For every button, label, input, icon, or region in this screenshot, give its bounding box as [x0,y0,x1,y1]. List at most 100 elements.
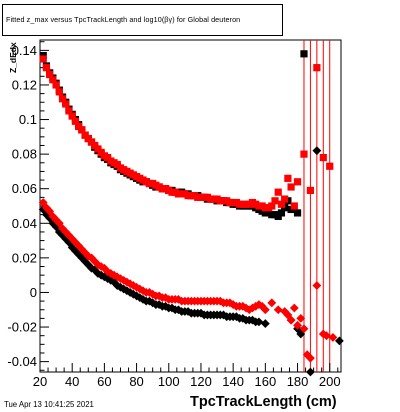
data-point-square [293,178,302,186]
data-point-diamond [138,286,148,296]
data-point-square [313,64,321,72]
data-point-square [287,183,295,191]
data-point-square [52,81,60,89]
data-point-square [284,174,292,182]
data-point-diamond [244,305,254,315]
data-point-diamond [106,269,116,278]
data-point-diamond [67,234,77,244]
data-point-diamond [334,336,344,346]
y-tick-label: -0.04 [7,354,37,369]
data-point-diamond [67,243,77,252]
x-tick-label: 40 [65,374,79,389]
x-tick-label: 200 [319,374,341,389]
data-point-diamond [312,281,322,290]
data-point-diamond [228,300,238,309]
data-point-square [78,126,86,134]
data-point-diamond [273,305,283,315]
data-point-square [71,117,80,125]
data-point-diamond [71,246,80,256]
data-point-square [293,209,302,217]
x-axis-label: TpcTrackLength (cm) [190,394,337,410]
data-point-square [326,162,334,170]
data-point-diamond [64,237,74,247]
y-tick-label: 0.02 [12,250,37,265]
x-tick-label: 160 [254,374,276,389]
y-tick-label: -0.02 [7,320,37,335]
x-tick-label: 80 [129,374,143,389]
data-point-square [306,186,315,195]
data-point-square [290,202,298,210]
timestamp: Tue Apr 13 10:41:25 2021 [4,400,94,409]
data-point-diamond [328,333,338,342]
data-point-diamond [138,294,148,304]
data-point-diamond [87,263,96,273]
data-point-diamond [87,253,96,263]
data-point-diamond [93,260,103,270]
title-box: Fitted z_max versus TpcTrackLength and l… [2,4,283,36]
x-tick-label: 60 [97,374,111,389]
data-point-square [62,100,70,108]
data-point-square [39,55,47,63]
data-point-square [277,209,286,217]
data-point-square [300,50,308,58]
y-tick-label: 0.1 [19,112,37,127]
data-point-diamond [135,284,145,294]
data-point-diamond [128,289,138,299]
data-point-diamond [154,300,164,309]
y-axis-label: Z_dEdx [8,42,18,73]
data-point-square [281,195,289,203]
data-point-square [271,197,279,205]
data-point-diamond [74,241,84,251]
data-point-diamond [99,263,109,273]
data-point-diamond [112,281,122,290]
data-point-diamond [267,298,277,308]
data-point-square [42,64,51,72]
data-point-diamond [322,331,331,341]
x-tick-label: 100 [158,374,180,389]
data-point-diamond [260,319,270,328]
data-point-square [274,188,282,196]
data-point-diamond [93,269,103,278]
data-point-diamond [219,310,228,320]
data-point-diamond [174,305,183,315]
data-point-diamond [51,215,61,225]
y-tick-label: 0.04 [12,216,37,231]
data-point-diamond [64,230,74,240]
data-point-square [49,76,57,84]
data-point-square [68,112,76,120]
data-point-square [58,95,67,103]
data-point-diamond [116,274,125,284]
data-point-diamond [183,307,193,316]
data-point-diamond [148,289,158,299]
x-tick-label: 120 [190,374,212,389]
data-point-diamond [161,301,170,311]
data-point-diamond [174,294,183,304]
data-point-square [65,107,73,115]
data-point-diamond [119,284,129,294]
x-tick-label: 140 [222,374,244,389]
data-point-diamond [306,353,315,363]
y-tick-label: 0 [30,285,37,300]
data-point-diamond [293,320,302,330]
x-tick-label: 180 [287,374,309,389]
data-point-square [319,153,327,162]
data-point-square [300,150,308,158]
data-point-diamond [312,146,322,156]
y-tick-label: 0.12 [12,77,37,92]
chart-title: Fitted z_max versus TpcTrackLength and l… [6,15,241,24]
data-point-square [46,70,54,79]
data-point-square [277,200,286,208]
data-point-diamond [231,312,241,322]
data-point-diamond [296,313,306,323]
data-point-diamond [71,237,80,247]
data-point-square [268,202,276,210]
data-point-diamond [103,274,113,284]
data-point-square [55,88,63,96]
data-point-diamond [125,279,135,289]
data-point-diamond [248,315,257,325]
y-tick-label: 0.06 [12,181,37,196]
data-point-diamond [299,324,309,334]
data-point-diamond [306,367,315,377]
data-point-diamond [286,315,296,325]
